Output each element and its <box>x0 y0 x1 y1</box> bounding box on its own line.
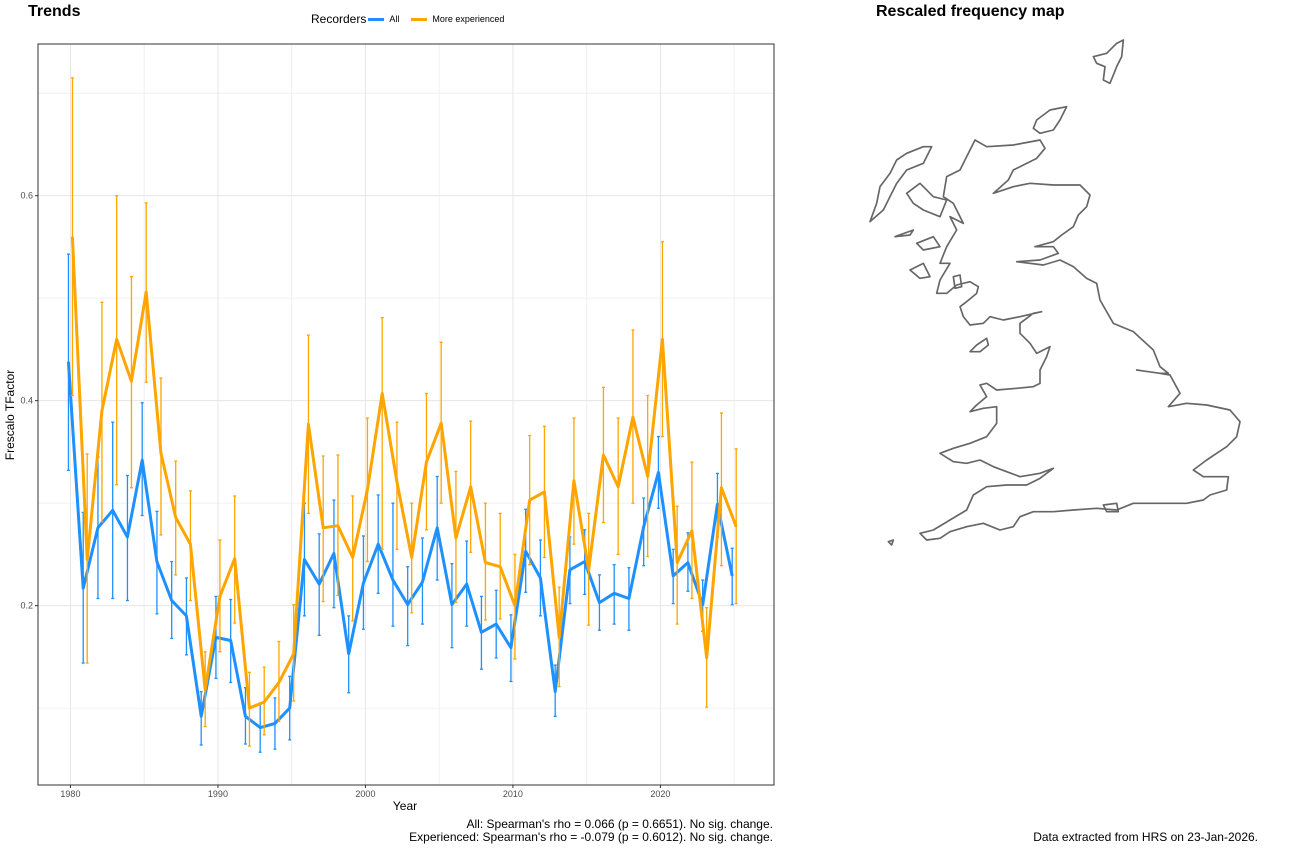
legend-label-all: All <box>389 14 400 24</box>
orkney-outline <box>1032 105 1068 135</box>
trend-line-experienced <box>70 236 738 710</box>
isle-of-wight-outline <box>1102 502 1120 513</box>
uk-outline-map <box>869 39 1241 546</box>
y-axis-label: Frescalo TFactor <box>3 370 17 460</box>
legend-title: Recorders <box>311 12 367 26</box>
legend-swatch-experienced <box>411 17 428 21</box>
x-tick-label: 2020 <box>650 789 670 799</box>
isle-of-man-outline <box>969 337 990 353</box>
series-experienced <box>70 77 738 747</box>
trend-line-all <box>66 361 734 730</box>
x-axis-label: Year <box>393 799 417 813</box>
shetland-outline <box>1092 39 1125 85</box>
trends-title: Trends <box>28 3 81 20</box>
series-all <box>66 253 734 753</box>
legend-swatch-all <box>368 17 385 21</box>
great-britain-outline <box>919 139 1241 541</box>
y-tick-label: 0.2 <box>20 601 33 611</box>
note-experienced-spearman: Experienced: Spearman's rho = -0.079 (p … <box>409 830 773 844</box>
map-title: Rescaled frequency map <box>876 3 1065 20</box>
y-tick-label: 0.4 <box>20 396 33 406</box>
ticks: 0.2 0.4 0.6 1980 1990 2000 2010 2020 <box>20 191 670 799</box>
mull-islay-outline <box>894 229 941 280</box>
x-tick-label: 1980 <box>60 789 80 799</box>
skye-outline <box>905 182 948 218</box>
outer-hebrides-outline <box>869 145 933 223</box>
grid <box>38 44 774 785</box>
x-tick-label: 1990 <box>208 789 228 799</box>
legend: Recorders All More experienced <box>311 12 514 26</box>
trends-chart: 0.2 0.4 0.6 1980 1990 2000 2010 2020 Year Fresc… <box>3 43 775 813</box>
legend-label-experienced: More experienced <box>432 14 505 24</box>
x-tick-label: 2000 <box>355 789 375 799</box>
note-data-source: Data extracted from HRS on 23-Jan-2026. <box>1033 830 1258 844</box>
y-tick-label: 0.6 <box>20 191 33 201</box>
marks <box>66 77 738 753</box>
note-all-spearman: All: Spearman's rho = 0.066 (p = 0.6651)… <box>466 817 773 831</box>
x-tick-label: 2010 <box>503 789 523 799</box>
scilly-outline <box>887 539 895 546</box>
arran-outline <box>952 274 963 290</box>
plot-border <box>37 43 775 786</box>
